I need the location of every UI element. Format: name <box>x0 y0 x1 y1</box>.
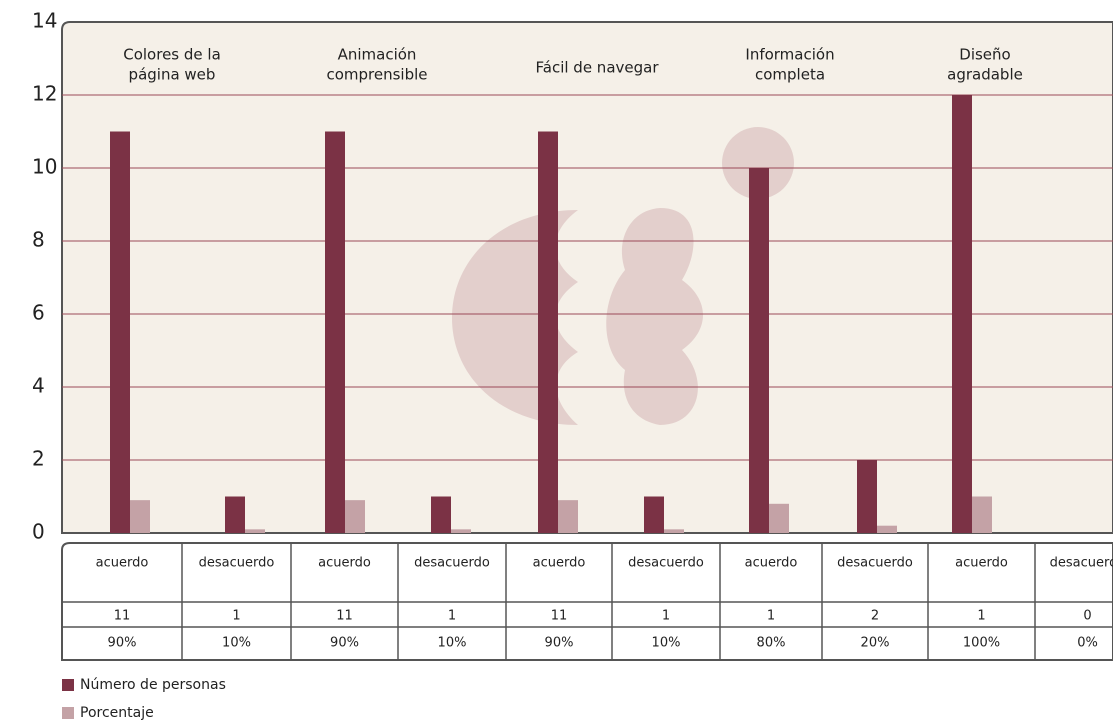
count-cell: 11 <box>336 609 353 624</box>
bar <box>130 500 150 533</box>
bar <box>857 460 877 533</box>
legend-swatch <box>62 679 74 691</box>
legend-swatch <box>62 707 74 719</box>
category-label: acuerdo <box>955 556 1008 571</box>
y-tick-label: 10 <box>32 155 57 179</box>
percent-cell: 10% <box>438 636 467 651</box>
legend-label: Porcentaje <box>80 705 154 721</box>
group-label: completa <box>755 66 825 84</box>
bar <box>110 131 130 533</box>
plot-area <box>61 21 1113 534</box>
bar <box>431 496 451 533</box>
count-cell: 11 <box>114 609 131 624</box>
group-label: agradable <box>947 66 1023 84</box>
category-label: acuerdo <box>96 556 149 571</box>
category-label: acuerdo <box>318 556 371 571</box>
bar <box>952 95 972 533</box>
bar <box>769 503 789 533</box>
count-cell: 2 <box>871 609 879 624</box>
group-label: Información <box>745 46 834 64</box>
percent-cell: 20% <box>861 636 890 651</box>
group-label: comprensible <box>326 66 427 84</box>
count-cell: 0 <box>1083 609 1091 624</box>
bar <box>451 529 471 533</box>
percent-cell: 10% <box>652 636 681 651</box>
legend-label: Número de personas <box>80 677 226 693</box>
bar <box>345 500 365 533</box>
bar <box>877 525 897 533</box>
count-cell: 1 <box>662 609 670 624</box>
bar <box>538 131 558 533</box>
category-label: desacuerdo <box>837 556 913 571</box>
count-cell: 11 <box>551 609 568 624</box>
category-label: acuerdo <box>745 556 798 571</box>
percent-cell: 100% <box>963 636 1000 651</box>
bar <box>972 496 992 533</box>
percent-cell: 90% <box>108 636 137 651</box>
count-cell: 1 <box>232 609 240 624</box>
category-label: desacuerdo <box>1050 556 1113 571</box>
bar <box>644 496 664 533</box>
percent-cell: 80% <box>757 636 786 651</box>
bar <box>325 131 345 533</box>
percent-cell: 90% <box>545 636 574 651</box>
percent-cell: 0% <box>1077 636 1098 651</box>
category-label: desacuerdo <box>628 556 704 571</box>
percent-cell: 90% <box>330 636 359 651</box>
group-label: página web <box>129 66 216 84</box>
group-label: Colores de la <box>123 46 221 64</box>
category-label: desacuerdo <box>414 556 490 571</box>
bar <box>558 500 578 533</box>
bar <box>749 168 769 533</box>
y-tick-label: 2 <box>32 447 45 471</box>
group-label: Fácil de navegar <box>536 59 660 77</box>
y-tick-label: 8 <box>32 228 45 252</box>
count-cell: 1 <box>767 609 775 624</box>
bar <box>245 529 265 533</box>
count-cell: 1 <box>977 609 985 624</box>
bar <box>664 529 684 533</box>
category-label: desacuerdo <box>199 556 275 571</box>
y-tick-label: 0 <box>32 520 45 544</box>
percent-cell: 10% <box>222 636 251 651</box>
y-tick-label: 4 <box>32 374 45 398</box>
count-cell: 1 <box>448 609 456 624</box>
y-tick-label: 6 <box>32 301 45 325</box>
group-label: Animación <box>338 46 417 64</box>
category-label: acuerdo <box>533 556 586 571</box>
y-tick-label: 12 <box>32 82 57 106</box>
y-tick-label: 14 <box>32 9 57 33</box>
group-label: Diseño <box>959 46 1010 64</box>
bar <box>225 496 245 533</box>
